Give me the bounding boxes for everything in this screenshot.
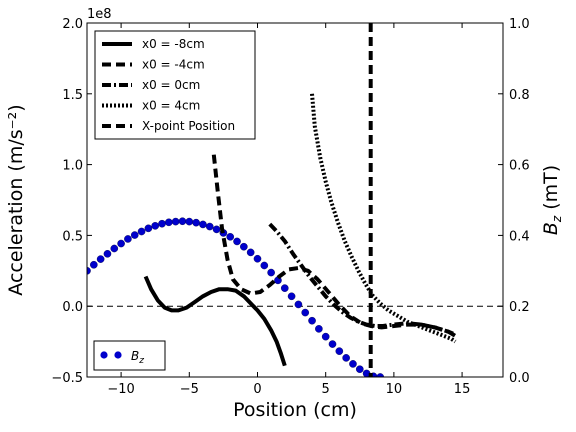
bz-point: [205, 222, 214, 231]
bz-point: [315, 325, 323, 333]
y2-tick-label: 0.0: [509, 371, 530, 386]
plot-frame: [86, 22, 504, 378]
bz-point: [117, 239, 125, 248]
bz-point: [137, 227, 146, 236]
bz-legend-marker: [114, 351, 122, 359]
bz-point: [301, 308, 310, 317]
legend-label: x0 = 4cm: [142, 99, 200, 113]
bz-point: [192, 218, 200, 227]
y2-tick-label: 0.4: [509, 229, 530, 244]
bz-point: [294, 300, 303, 309]
x-tick-label: −10: [107, 382, 134, 397]
y2-tick-label: 0.8: [509, 88, 530, 103]
bz-point: [308, 316, 316, 325]
bz-point: [124, 235, 132, 243]
bz-point: [90, 260, 98, 269]
y-axis-offset-text: 1e8: [87, 7, 112, 22]
x-tick-label: 10: [386, 382, 403, 397]
y-tick-label: 1.0: [62, 159, 83, 174]
x-tick-label: −5: [180, 382, 199, 397]
legend-label: x0 = -8cm: [142, 37, 205, 51]
bz-point: [287, 292, 296, 301]
bz-point: [328, 340, 337, 348]
bz-point: [240, 242, 248, 251]
bz-point: [342, 354, 350, 362]
bz-point: [253, 254, 262, 263]
bz-point: [165, 218, 173, 227]
bz-legend: Bz: [93, 340, 166, 371]
y2-tick-label: 0.6: [509, 159, 530, 174]
legend-label: X-point Position: [142, 119, 235, 133]
y2-tick-label: 0.2: [509, 300, 530, 315]
y-tick-label: 0.5: [62, 229, 83, 244]
bz-point: [151, 222, 159, 230]
axis-ticks: −10 −5 0 5 10 15 −0.5 0.0 0.5 1.0 1.5 2.0 0.0 0.2 0.4 0…: [51, 17, 529, 397]
bz-point: [355, 365, 364, 374]
plot-area: [87, 23, 503, 377]
bz-point: [158, 219, 166, 228]
bz-point: [178, 217, 187, 226]
bz-legend-items: Bz: [100, 349, 144, 366]
x-tick-label: 15: [454, 382, 471, 397]
y-tick-label: −0.5: [51, 371, 83, 386]
series-line-3: [310, 93, 457, 344]
x-tick-label: 5: [322, 382, 330, 397]
bz-point: [130, 231, 139, 239]
bz-legend-label: Bz: [131, 349, 144, 366]
y-axis-label: Acceleration (m/s⁻²): [5, 104, 27, 295]
bz-point: [260, 261, 269, 270]
series-line-0: [143, 275, 287, 367]
bz-point: [110, 244, 119, 253]
bz-point: [233, 237, 241, 246]
y-tick-label: 0.0: [62, 300, 83, 315]
bz-legend-marker: [100, 351, 108, 359]
bz-point: [226, 233, 235, 241]
y-tick-label: 1.5: [62, 88, 83, 103]
bz-point: [335, 347, 344, 355]
bz-point: [246, 248, 255, 257]
legend-label: x0 = -4cm: [142, 58, 205, 72]
legend-label: x0 = 0cm: [142, 78, 200, 92]
legend: x0 = -8cm x0 = -4cm x0 = 0cm x0 = 4cm X-poin…: [94, 30, 256, 140]
bz-point: [349, 360, 357, 368]
bz-point: [96, 255, 105, 263]
bz-point: [280, 284, 289, 292]
bz-point: [103, 250, 112, 258]
bz-point: [267, 268, 275, 277]
y-tick-label: 2.0: [62, 17, 83, 32]
series-line-1: [211, 154, 457, 338]
bz-point: [321, 332, 330, 341]
y2-axis-label: Bz (mT): [540, 165, 564, 235]
bz-point: [212, 225, 221, 234]
x-tick-label: 0: [253, 382, 261, 397]
bz-point: [199, 220, 207, 229]
series-line-2: [268, 222, 457, 337]
x-axis-label: Position (cm): [233, 399, 357, 421]
bz-point: [144, 224, 153, 233]
legend-items: x0 = -8cm x0 = -4cm x0 = 0cm x0 = 4cm X-poin…: [102, 37, 235, 133]
bz-point: [171, 217, 180, 226]
bz-point: [185, 217, 194, 226]
y2-tick-label: 1.0: [509, 17, 530, 32]
